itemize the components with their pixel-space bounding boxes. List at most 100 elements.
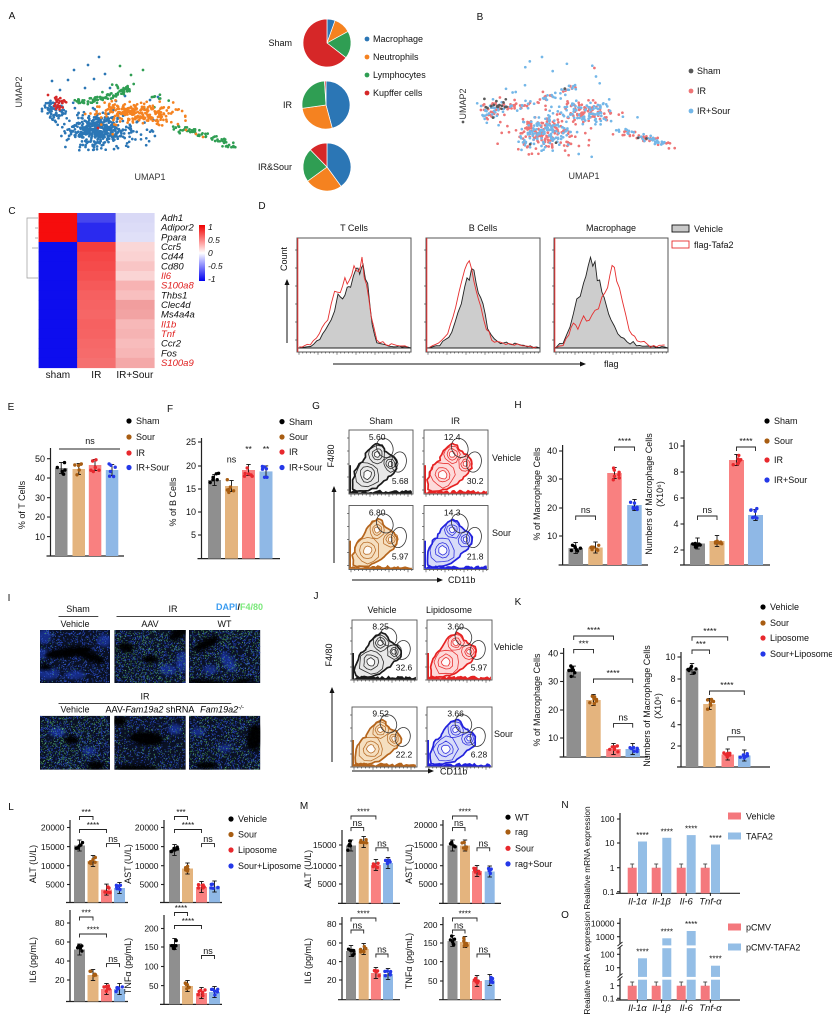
svg-text:Tnf: Tnf [161,329,176,340]
svg-text:WT: WT [515,812,529,822]
svg-text:****: **** [703,626,717,636]
svg-text:5000: 5000 [46,880,65,890]
svg-text:Tnf-α: Tnf-α [699,897,722,908]
svg-text:Vehicle: Vehicle [60,619,89,629]
svg-text:Realative mRNA expression: Realative mRNA expression [582,806,592,910]
svg-text:I: I [8,593,11,604]
svg-text:5000: 5000 [419,879,438,889]
svg-text:Cd80: Cd80 [161,261,184,272]
svg-text:10: 10 [186,507,196,517]
svg-text:IR&Sour: IR&Sour [258,162,292,172]
svg-text:TAFA2: TAFA2 [746,832,773,842]
svg-text:-0.5: -0.5 [208,261,223,271]
svg-text:15000: 15000 [41,842,65,852]
svg-text:10: 10 [547,531,557,541]
svg-text:Lymphocytes: Lymphocytes [373,70,426,80]
svg-text:E: E [8,402,15,413]
svg-text:IR: IR [289,447,299,457]
svg-text:IR+Sour: IR+Sour [116,370,154,381]
svg-text:Sour: Sour [289,432,308,442]
svg-text:Vehicle: Vehicle [367,605,396,615]
svg-text:***: *** [176,808,185,817]
svg-text:****: **** [182,821,194,830]
svg-text:TNFα (pg/mL): TNFα (pg/mL) [404,933,414,989]
svg-text:10000: 10000 [591,919,615,929]
svg-text:20000: 20000 [135,823,159,833]
svg-text:15000: 15000 [414,840,438,850]
svg-text:100: 100 [600,814,614,824]
svg-text:100: 100 [423,957,437,967]
svg-text:Adh1: Adh1 [160,213,183,224]
svg-text:Liposome: Liposome [770,633,809,643]
svg-text:flag: flag [604,359,619,369]
svg-text:IR: IR [697,86,707,96]
svg-text:Sour+Liposome: Sour+Liposome [238,861,301,871]
svg-text:Adipor2: Adipor2 [160,223,194,234]
svg-text:10: 10 [668,441,678,451]
svg-text:50: 50 [35,454,45,464]
svg-text:Il-6: Il-6 [680,1003,694,1014]
svg-text:40: 40 [327,957,337,967]
svg-text:Il-1α: Il-1α [628,1003,647,1014]
svg-text:2: 2 [670,741,675,751]
svg-text:22.2: 22.2 [396,749,413,759]
svg-text:Ms4a4a: Ms4a4a [161,310,195,321]
svg-text:40: 40 [548,649,558,659]
svg-text:150: 150 [144,942,158,952]
svg-text:****: **** [661,827,673,836]
svg-text:IR+Sour: IR+Sour [289,463,322,473]
svg-text:15: 15 [186,484,196,494]
svg-text:IR: IR [141,692,151,702]
svg-text:ns: ns [731,726,741,736]
svg-text:****: **** [739,436,753,446]
svg-text:AST (U/L): AST (U/L) [123,844,133,884]
svg-text:6.80: 6.80 [369,507,386,517]
svg-text:9.52: 9.52 [372,708,389,718]
svg-text:****: **** [606,668,620,678]
svg-text:Sour: Sour [136,432,155,442]
svg-text:0: 0 [208,248,213,258]
svg-text:Sham: Sham [774,416,798,426]
svg-text:ns: ns [454,921,464,931]
svg-text:sham: sham [46,370,70,381]
svg-text:25: 25 [186,437,196,447]
svg-text:***: *** [696,639,707,649]
svg-text:ns: ns [377,945,387,955]
svg-text:6.28: 6.28 [471,749,488,759]
svg-text:30: 30 [35,493,45,503]
svg-text:ns: ns [203,834,213,844]
svg-text:M: M [300,801,308,812]
svg-text:1: 1 [610,981,615,991]
svg-text:Sour: Sour [515,844,534,854]
svg-text:WT: WT [218,619,232,629]
svg-text:****: **** [87,926,99,935]
svg-text:Thbs1: Thbs1 [161,290,187,301]
svg-text:8.25: 8.25 [372,621,389,631]
svg-text:IR+Sour: IR+Sour [774,475,807,485]
svg-text:A: A [9,11,16,22]
svg-text:21.8: 21.8 [467,551,484,561]
svg-text:****: **** [636,831,648,840]
svg-text:Macrophage: Macrophage [373,34,423,44]
svg-text:Il-1α: Il-1α [628,897,647,908]
svg-text:F4/80: F4/80 [326,444,336,467]
svg-text:8: 8 [673,467,678,477]
svg-text:Numbers of Macrophage Cells: Numbers of Macrophage Cells [644,433,654,555]
svg-text:****: **** [661,927,673,936]
svg-text:****: **** [709,834,721,843]
svg-text:****: **** [685,920,697,929]
svg-text:AAV-Fam19a2 shRNA: AAV-Fam19a2 shRNA [106,705,195,715]
svg-text:N: N [561,800,568,811]
svg-text:****: **** [182,917,194,926]
svg-text:IR+Sour: IR+Sour [697,106,730,116]
svg-text:Sham: Sham [289,417,313,427]
svg-text:IR: IR [169,604,179,614]
svg-text:F: F [167,404,173,415]
svg-text:Macrophage: Macrophage [586,223,636,233]
svg-text:IR: IR [283,100,293,110]
svg-text:AST (U/L): AST (U/L) [404,844,414,884]
svg-text:IL6 (pg/mL): IL6 (pg/mL) [303,938,313,984]
svg-text:1000: 1000 [596,932,615,942]
svg-text:Sour: Sour [770,618,789,628]
svg-text:5: 5 [191,530,196,540]
